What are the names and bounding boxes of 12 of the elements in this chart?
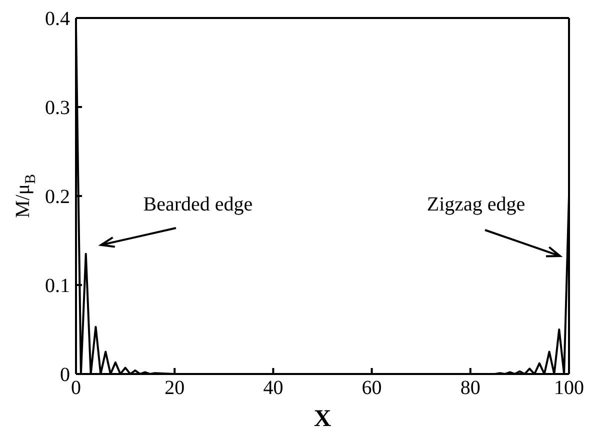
annotation: Bearded edge <box>143 194 253 216</box>
x-tick-label: 60 <box>362 377 382 400</box>
y-tick-label: 0.3 <box>45 97 70 120</box>
x-tick-label: 20 <box>164 377 185 400</box>
y-tick-label: 0.2 <box>45 186 70 208</box>
x-tick-label: 40 <box>263 377 284 400</box>
x-tick-label: 100 <box>554 377 584 400</box>
x-tick-label: 80 <box>460 377 480 400</box>
x-axis-title: X <box>314 406 332 432</box>
y-tick-label: 0.4 <box>45 8 70 30</box>
y-tick-label: 0.1 <box>45 275 70 298</box>
annotation: Zigzag edge <box>426 194 526 216</box>
